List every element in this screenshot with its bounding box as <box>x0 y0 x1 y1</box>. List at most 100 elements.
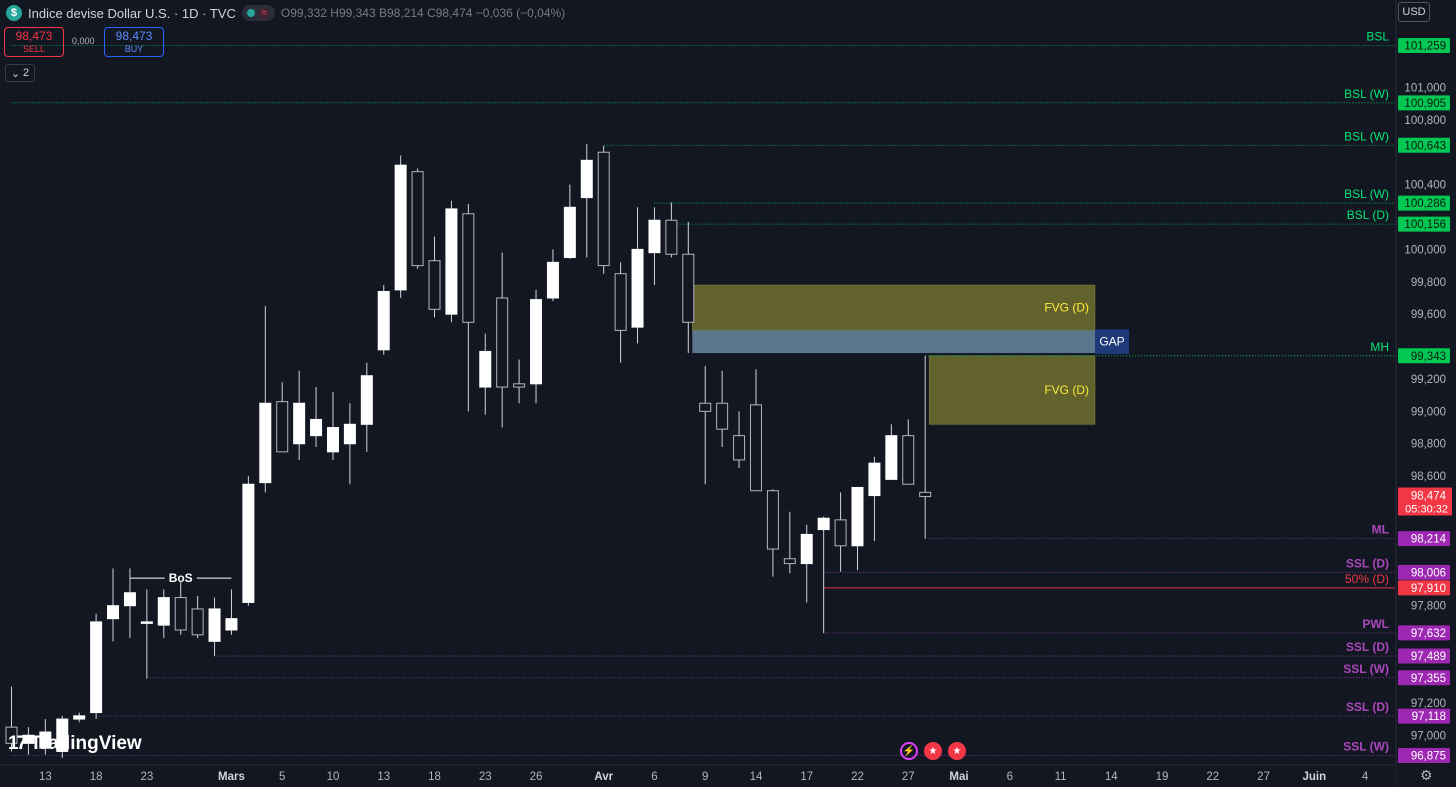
candle-7 <box>123 568 136 639</box>
level-label-5: MH <box>1370 340 1389 354</box>
candle-8 <box>140 589 153 679</box>
candle-21 <box>360 362 373 452</box>
candle-body <box>191 608 204 636</box>
candle-body <box>259 402 272 484</box>
price-tag-bg-0 <box>1398 38 1450 53</box>
candle-body <box>496 297 509 388</box>
candle-body <box>563 206 576 258</box>
candle-52 <box>885 424 898 480</box>
price-tick-2: 100,400 <box>1404 180 1446 192</box>
bos-label: BoS <box>169 571 193 585</box>
time-label-14: 17 <box>800 771 813 783</box>
candle-27 <box>462 204 475 412</box>
time-label-22: 22 <box>1206 771 1219 783</box>
candle-body <box>580 159 593 199</box>
candle-17 <box>293 370 306 460</box>
candle-37 <box>631 207 644 344</box>
candle-40 <box>682 221 695 354</box>
time-label-17: Mai <box>949 771 968 783</box>
level-label-6: ML <box>1372 523 1389 537</box>
tradingview-logo[interactable]: 17 TradingView <box>8 733 142 755</box>
candle-body <box>225 618 238 631</box>
buy-button[interactable]: 98,473 BUY <box>104 27 164 57</box>
candle-body <box>766 490 779 550</box>
candle-body <box>800 533 813 565</box>
ohlc-readout: O99,332 H99,343 B98,214 C98,474 −0,036 (… <box>281 6 565 20</box>
candle-body <box>648 219 661 254</box>
wave-icon: ≈ <box>257 7 270 19</box>
indicators-collapse-button[interactable]: ⌄ 2 <box>5 64 35 82</box>
candle-body <box>310 418 323 437</box>
candle-body <box>140 621 153 624</box>
candle-6 <box>107 568 120 642</box>
candle-49 <box>834 492 847 572</box>
time-label-7: 18 <box>428 771 441 783</box>
price-tag-bg-12 <box>1398 708 1450 724</box>
currency-button[interactable]: USD <box>1398 2 1430 22</box>
us-flag-event-icon[interactable]: ★ <box>924 742 942 760</box>
time-label-13: 14 <box>750 771 763 783</box>
candle-body <box>242 483 255 603</box>
candle-body <box>157 597 170 626</box>
candle-body <box>90 621 103 714</box>
sell-button[interactable]: 98,473 SELL <box>4 27 64 57</box>
gap-label: GAP <box>1099 335 1124 349</box>
price-tag-11: 97,355 <box>1411 673 1446 685</box>
time-label-5: 10 <box>327 771 340 783</box>
price-tag-bg-13 <box>1398 748 1450 763</box>
candle-9 <box>157 589 170 639</box>
price-tag-bg-6 <box>1398 531 1450 547</box>
candle-body <box>360 375 373 425</box>
candle-body <box>614 273 627 331</box>
candle-body <box>817 517 830 531</box>
candle-13 <box>225 589 238 635</box>
level-label-12: SSL (D) <box>1346 700 1389 714</box>
candle-41 <box>699 366 712 485</box>
market-open-dot-icon <box>246 9 255 17</box>
gear-icon[interactable]: ⚙ <box>1420 767 1433 783</box>
candle-10 <box>174 581 187 635</box>
candle-39 <box>665 202 678 258</box>
symbol-title[interactable]: Indice devise Dollar U.S. · 1D · TVC <box>28 5 236 21</box>
candle-1 <box>22 727 35 755</box>
levels-layer: BSL BSL (W) BSL (W) BSL (W) BSL (D) MH ML SSL (… <box>11 30 1395 756</box>
candle-14 <box>242 476 255 606</box>
candle-body <box>699 402 712 412</box>
price-tag-bg-7 <box>1398 564 1450 580</box>
time-label-8: 23 <box>479 771 492 783</box>
candle-body <box>682 253 695 323</box>
candle-body <box>394 164 407 291</box>
candle-28 <box>479 333 492 415</box>
chevron-down-icon: ⌄ <box>10 67 21 80</box>
market-status[interactable]: ≈ <box>241 5 275 21</box>
time-axis-labels: 13 18 23 Mars 5 10 13 18 23 26 Avr 6 9 14 17 22 27 Mai 6 11… <box>39 771 1369 783</box>
price-tag-9: 97,632 <box>1411 628 1446 640</box>
candle-0 <box>5 686 18 752</box>
price-tag-8: 97,910 <box>1411 583 1446 595</box>
time-label-23: 27 <box>1257 771 1270 783</box>
price-tag-7: 98,006 <box>1411 567 1446 579</box>
price-tick-4: 99,800 <box>1411 277 1446 289</box>
sell-label: SELL <box>22 44 46 54</box>
price-tick-11: 97,200 <box>1411 698 1446 710</box>
price-tick-0: 101,000 <box>1404 82 1446 94</box>
candle-body <box>22 734 35 744</box>
candle-body <box>479 350 492 388</box>
us-flag-event-icon-2[interactable]: ★ <box>948 742 966 760</box>
time-label-4: 5 <box>279 771 285 783</box>
price-tag-bg-5 <box>1398 348 1450 364</box>
sell-price: 98,473 <box>15 29 53 43</box>
time-label-12: 9 <box>702 771 708 783</box>
fvg-zone-0 <box>692 284 1096 331</box>
candle-body <box>445 208 458 315</box>
time-label-21: 19 <box>1156 771 1169 783</box>
zones-layer: FVG (D) GAP FVG (D) <box>692 284 1129 425</box>
bos-label-bg <box>164 570 197 586</box>
candles-layer <box>5 144 932 758</box>
time-label-2: 23 <box>140 771 153 783</box>
tradingview-mark-icon: 17 <box>8 733 27 754</box>
flash-event-icon[interactable]: ⚡ <box>900 742 918 760</box>
candle-29 <box>496 252 509 428</box>
candle-body <box>868 462 881 497</box>
